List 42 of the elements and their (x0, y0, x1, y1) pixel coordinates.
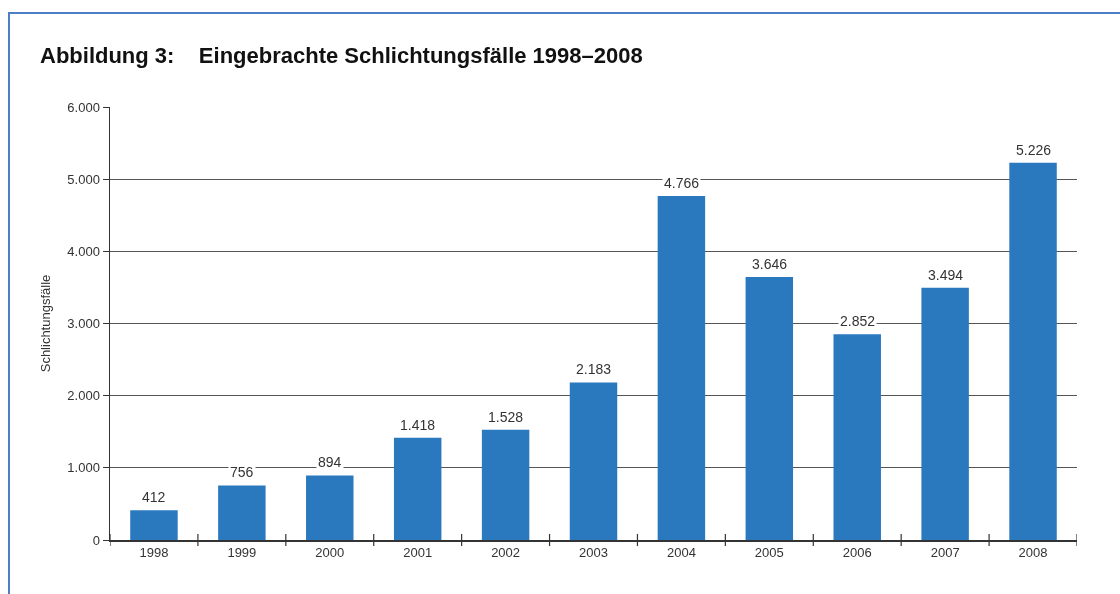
bar (306, 475, 354, 540)
data-label: 1.418 (400, 417, 436, 433)
x-tick-label: 2006 (842, 545, 872, 561)
bar (218, 485, 266, 540)
y-tick-label: 2.000 (67, 388, 100, 404)
bar (130, 510, 178, 540)
data-label: 4.766 (664, 175, 700, 191)
x-tick-label: 2007 (930, 545, 960, 561)
x-tick-label: 2000 (315, 545, 345, 561)
data-label: 3.494 (928, 267, 964, 283)
x-tick-label: 2003 (579, 545, 608, 561)
bar (833, 334, 881, 540)
x-tick-label: 2004 (666, 545, 696, 561)
bar (1009, 162, 1057, 540)
data-label: 412 (142, 489, 166, 505)
data-label: 5.226 (1016, 142, 1052, 158)
y-tick-label: 0 (92, 532, 100, 548)
data-label: 2.183 (576, 361, 612, 377)
y-tick-label: 4.000 (67, 243, 100, 259)
data-label: 894 (318, 454, 342, 470)
x-tick-label: 2001 (403, 545, 433, 561)
x-tick-label: 2005 (754, 545, 784, 561)
chart-title: Abbildung 3: Eingebrachte Schlichtungsfälle 1998–2008 (40, 42, 643, 68)
bar (921, 287, 969, 540)
y-tick-label: 1.000 (67, 460, 100, 476)
y-tick-label: 3.000 (67, 316, 100, 332)
bar (569, 382, 618, 540)
x-tick-label: 1999 (227, 545, 257, 561)
data-label: 1.528 (488, 409, 524, 425)
bar (481, 429, 530, 540)
bar (745, 276, 794, 540)
data-label: 2.852 (840, 313, 876, 329)
data-label: 3.646 (752, 256, 788, 272)
bar (657, 196, 706, 540)
x-tick-label: 2002 (491, 545, 521, 561)
x-tick-label: 2008 (1018, 545, 1048, 561)
y-axis-title: Schlichtungsfälle (37, 274, 53, 373)
y-tick-label: 5.000 (67, 171, 100, 187)
bar (393, 437, 442, 540)
data-label: 756 (230, 464, 254, 480)
x-tick-label: 1998 (139, 545, 169, 561)
y-tick-label: 6.000 (67, 99, 100, 115)
